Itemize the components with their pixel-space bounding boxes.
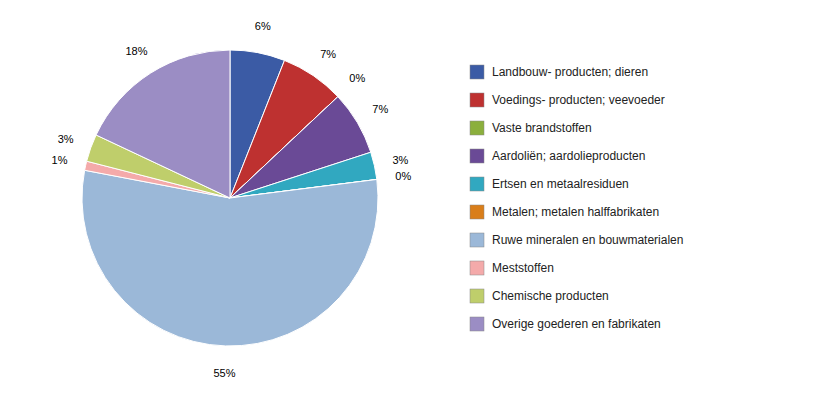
legend-item: Ruwe mineralen en bouwmaterialen [470, 233, 683, 247]
chart: 6% 7% 0% 7% 3% 0% 55% 1% 3% 18% Landbouw- producte… [0, 0, 828, 396]
slices [82, 50, 378, 346]
data-label: 55% [213, 367, 235, 379]
legend-label: Metalen; metalen halffabrikaten [492, 205, 659, 219]
legend-label: Voedings- producten; veevoeder [492, 93, 665, 107]
legend-swatch [470, 317, 484, 331]
data-label: 3% [392, 154, 408, 166]
data-label: 7% [320, 48, 336, 60]
legend-item: Aardoliën; aardolieproducten [470, 149, 645, 163]
legend-label: Vaste brandstoffen [492, 121, 592, 135]
legend-label: Ertsen en metaalresiduen [492, 177, 629, 191]
legend-swatch [470, 289, 484, 303]
legend-item: Chemische producten [470, 289, 609, 303]
data-label: 1% [52, 154, 68, 166]
legend-item: Meststoffen [470, 261, 554, 275]
legend-item: Voedings- producten; veevoeder [470, 93, 665, 107]
legend: Landbouw- producten; dieren Voedings- pro… [470, 65, 683, 331]
data-labels: 6% 7% 0% 7% 3% 0% 55% 1% 3% 18% [52, 20, 412, 378]
legend-swatch [470, 233, 484, 247]
legend-swatch [470, 121, 484, 135]
slice [96, 50, 230, 198]
legend-swatch [470, 261, 484, 275]
data-label: 7% [372, 103, 388, 115]
data-label: 0% [349, 72, 365, 84]
legend-item: Vaste brandstoffen [470, 121, 592, 135]
legend-label: Ruwe mineralen en bouwmaterialen [492, 233, 683, 247]
pie: 6% 7% 0% 7% 3% 0% 55% 1% 3% 18% [52, 20, 412, 378]
legend-item: Metalen; metalen halffabrikaten [470, 205, 659, 219]
legend-item: Overige goederen en fabrikaten [470, 317, 661, 331]
legend-label: Meststoffen [492, 261, 554, 275]
data-label: 6% [255, 20, 271, 32]
legend-swatch [470, 93, 484, 107]
legend-label: Aardoliën; aardolieproducten [492, 149, 645, 163]
legend-label: Overige goederen en fabrikaten [492, 317, 661, 331]
data-label: 3% [58, 133, 74, 145]
data-label: 18% [125, 45, 147, 57]
legend-label: Chemische producten [492, 289, 609, 303]
legend-label: Landbouw- producten; dieren [492, 65, 648, 79]
legend-item: Landbouw- producten; dieren [470, 65, 648, 79]
legend-swatch [470, 65, 484, 79]
legend-item: Ertsen en metaalresiduen [470, 177, 629, 191]
legend-swatch [470, 149, 484, 163]
legend-swatch [470, 205, 484, 219]
data-label: 0% [395, 170, 411, 182]
legend-swatch [470, 177, 484, 191]
